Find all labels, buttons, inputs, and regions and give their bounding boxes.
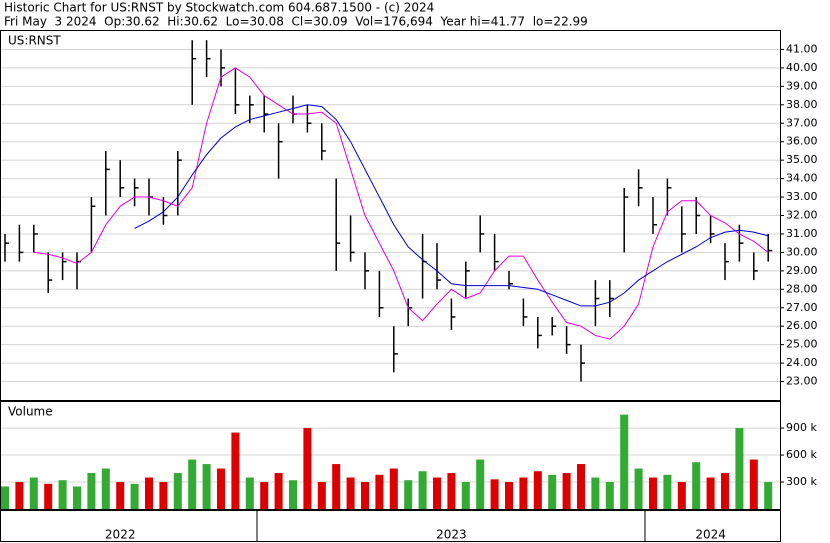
y-tick-label: 24.00	[786, 356, 818, 369]
volume-bar	[749, 459, 758, 509]
volume-bar	[591, 477, 600, 509]
volume-bar	[577, 464, 585, 509]
y-tick-label: 30.00	[786, 245, 818, 258]
y-tick-label: 36.00	[786, 135, 818, 148]
volume-bar	[562, 473, 571, 509]
chart-title: Historic Chart for US:RNST by Stockwatch…	[4, 1, 434, 15]
volume-bar	[289, 480, 297, 509]
volume-bar	[692, 462, 701, 509]
volume-bar	[58, 480, 67, 509]
volume-bar	[533, 471, 542, 509]
volume-bar	[1, 486, 9, 509]
y-tick-label: 40.00	[786, 61, 818, 74]
volume-label: Volume	[8, 405, 53, 419]
volume-bar	[605, 482, 614, 509]
y-tick-label: 32.00	[786, 209, 818, 222]
volume-bar	[188, 459, 197, 509]
volume-bar	[461, 482, 470, 509]
y-tick-label: 28.00	[786, 282, 818, 295]
y-tick-label: 26.00	[786, 319, 818, 332]
y-tick-label: 23.00	[786, 375, 818, 388]
volume-bar	[73, 486, 81, 509]
y-tick-label: 35.00	[786, 153, 818, 166]
y-tick-label: 900 k	[786, 421, 817, 434]
volume-bar	[260, 482, 269, 509]
x-tick-label: 2023	[436, 528, 467, 542]
x-tick-label: 2022	[105, 528, 136, 542]
y-tick-label: 41.00	[786, 42, 818, 55]
y-tick-label: 34.00	[786, 172, 818, 185]
moving-average	[134, 104, 769, 307]
volume-bar	[303, 428, 312, 509]
y-tick-label: 37.00	[786, 116, 818, 129]
volume-bar	[29, 477, 38, 509]
volume-bar	[404, 480, 413, 509]
volume-bar	[116, 482, 125, 509]
volume-bar	[332, 464, 341, 509]
volume-bar	[706, 477, 715, 509]
volume-bar	[476, 459, 485, 509]
y-tick-label: 31.00	[786, 227, 818, 240]
volume-bar	[447, 473, 456, 509]
y-tick-label: 33.00	[786, 190, 818, 203]
symbol-label: US:RNST	[8, 34, 61, 48]
moving-average	[33, 67, 769, 340]
volume-bar	[202, 464, 211, 509]
volume-bar	[548, 474, 557, 509]
volume-bar	[274, 473, 283, 509]
volume-bar	[634, 468, 643, 509]
volume-bar	[44, 483, 53, 509]
volume-bar	[317, 482, 326, 509]
volume-bar	[519, 477, 528, 509]
volume-bar	[159, 482, 168, 509]
volume-bar	[677, 482, 686, 509]
volume-bar	[649, 477, 657, 509]
y-tick-label: 38.00	[786, 98, 818, 111]
volume-bar	[130, 483, 139, 509]
volume-bar	[145, 477, 153, 509]
volume-bar	[490, 479, 499, 509]
volume-bar	[15, 482, 24, 509]
volume-bar	[663, 474, 672, 509]
y-tick-label: 27.00	[786, 301, 818, 314]
y-tick-label: 25.00	[786, 338, 818, 351]
volume-bar	[735, 428, 744, 509]
volume-bar	[764, 482, 773, 509]
volume-bar	[433, 477, 441, 509]
time-axis	[0, 510, 781, 542]
y-tick-label: 29.00	[786, 264, 818, 277]
volume-bar	[505, 482, 513, 509]
y-tick-label: 300 k	[786, 475, 817, 488]
plot: 23.00 24.00 25.00 26.00 27.00 28.00 29.00 30.00…	[1, 40, 818, 509]
x-tick-label: 2024	[695, 528, 726, 542]
volume-bar	[346, 477, 355, 509]
volume-bar	[620, 414, 629, 509]
y-tick-label: 39.00	[786, 79, 818, 92]
volume-bar	[101, 468, 110, 509]
volume-bar	[87, 473, 96, 509]
volume-bar	[217, 468, 225, 509]
volume-bar	[361, 482, 369, 509]
chart-subtitle: Fri May 3 2024 Op:30.62 Hi:30.62 Lo=30.0…	[4, 15, 588, 29]
volume-bar	[418, 471, 427, 509]
volume-bar	[231, 432, 240, 509]
volume-bar	[173, 473, 182, 509]
volume-bar	[721, 473, 729, 509]
y-tick-label: 600 k	[786, 448, 817, 461]
volume-bar	[375, 474, 384, 509]
volume-bar	[245, 477, 254, 509]
volume-bar	[389, 468, 398, 509]
